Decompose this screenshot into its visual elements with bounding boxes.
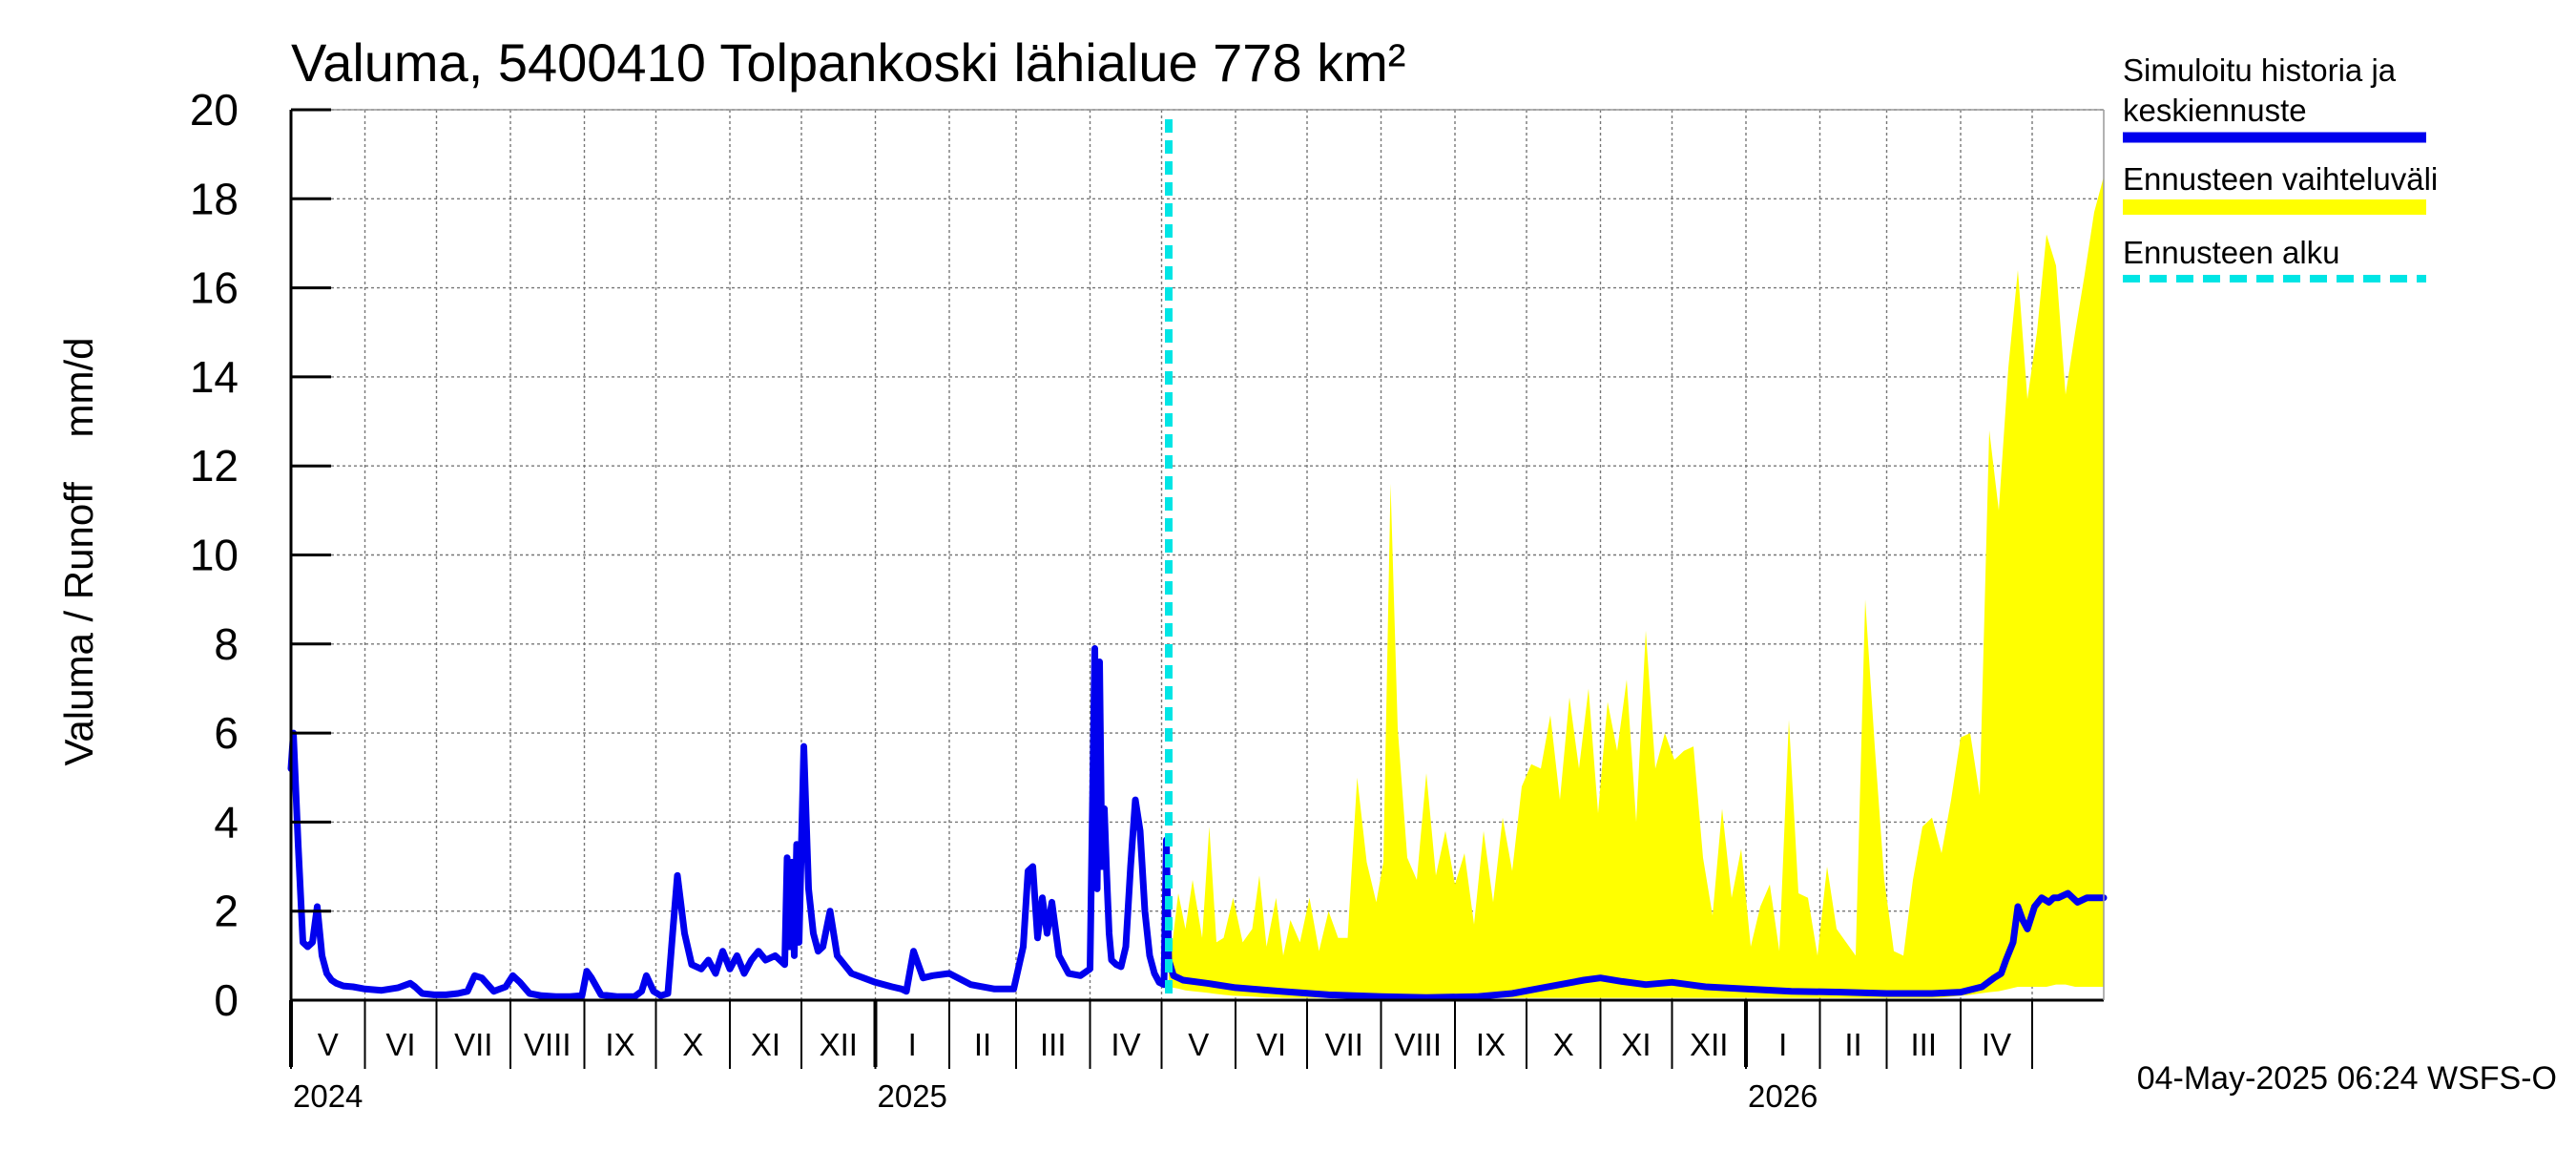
- x-tick-label: IV: [1982, 1027, 2011, 1062]
- y-tick-label: 10: [190, 531, 239, 580]
- y-tick-label: 12: [190, 441, 239, 491]
- y-tick-label: 16: [190, 263, 239, 313]
- year-label: 2026: [1748, 1078, 1818, 1114]
- x-tick-label: XI: [1621, 1027, 1651, 1062]
- x-tick-label: V: [318, 1027, 339, 1062]
- legend-label-simulated-line2: keskiennuste: [2123, 93, 2307, 128]
- grid-lines: [291, 109, 2104, 1000]
- x-tick-label: XII: [820, 1027, 858, 1062]
- x-tick-label: III: [1040, 1027, 1067, 1062]
- year-label: 2025: [878, 1078, 947, 1114]
- legend-label-simulated-line1: Simuloitu historia ja: [2123, 52, 2397, 88]
- forecast-range-band: [1169, 176, 2104, 998]
- timestamp-footer: 04-May-2025 06:24 WSFS-O: [2137, 1060, 2557, 1097]
- x-tick-label: VII: [454, 1027, 492, 1062]
- legend-label-forecast-start: Ennusteen alku: [2123, 235, 2340, 270]
- x-tick-label: I: [908, 1027, 917, 1062]
- x-tick-label: I: [1778, 1027, 1787, 1062]
- x-tick-label: VI: [385, 1027, 415, 1062]
- x-tick-label: IX: [605, 1027, 634, 1062]
- legend: Simuloitu historia ja keskiennuste Ennus…: [2123, 52, 2438, 282]
- x-tick-label: II: [1844, 1027, 1861, 1062]
- y-axis-label: Valuma / Runoff mm/d: [56, 338, 101, 766]
- x-tick-label: VI: [1257, 1027, 1286, 1062]
- x-tick-label: X: [682, 1027, 703, 1062]
- forecast-range-area: [1169, 176, 2104, 998]
- y-tick-label: 6: [214, 708, 239, 758]
- x-tick-label: IX: [1476, 1027, 1506, 1062]
- y-axis-ticks: 0 2 4 6 8 10 12 14 16 18 20: [190, 85, 331, 1025]
- y-tick-label: 20: [190, 85, 239, 135]
- y-tick-label: 4: [214, 797, 239, 847]
- y-tick-label: 2: [214, 887, 239, 936]
- x-tick-label: V: [1188, 1027, 1209, 1062]
- x-tick-label: XI: [751, 1027, 780, 1062]
- y-tick-label: 18: [190, 174, 239, 223]
- series-simulated-line: [287, 645, 2108, 1001]
- x-tick-label: XII: [1690, 1027, 1728, 1062]
- x-tick-label: VIII: [1394, 1027, 1442, 1062]
- series-lines: [287, 645, 2108, 1001]
- chart-title: Valuma, 5400410 Tolpankoski lähialue 778…: [291, 32, 1405, 93]
- legend-label-range: Ennusteen vaihteluväli: [2123, 161, 2438, 197]
- year-label: 2024: [293, 1078, 363, 1114]
- x-axis-ticks: V VI VII VIII IX X XI XII I II III IV V VI VII VIII IX X X…: [289, 1000, 2033, 1114]
- x-tick-label: VIII: [524, 1027, 571, 1062]
- x-tick-label: X: [1553, 1027, 1574, 1062]
- y-tick-label: 0: [214, 975, 239, 1025]
- x-tick-label: II: [974, 1027, 991, 1062]
- y-tick-label: 8: [214, 619, 239, 669]
- x-tick-label: III: [1910, 1027, 1937, 1062]
- x-tick-label: VII: [1325, 1027, 1363, 1062]
- y-tick-label: 14: [190, 352, 239, 402]
- x-tick-label: IV: [1111, 1027, 1140, 1062]
